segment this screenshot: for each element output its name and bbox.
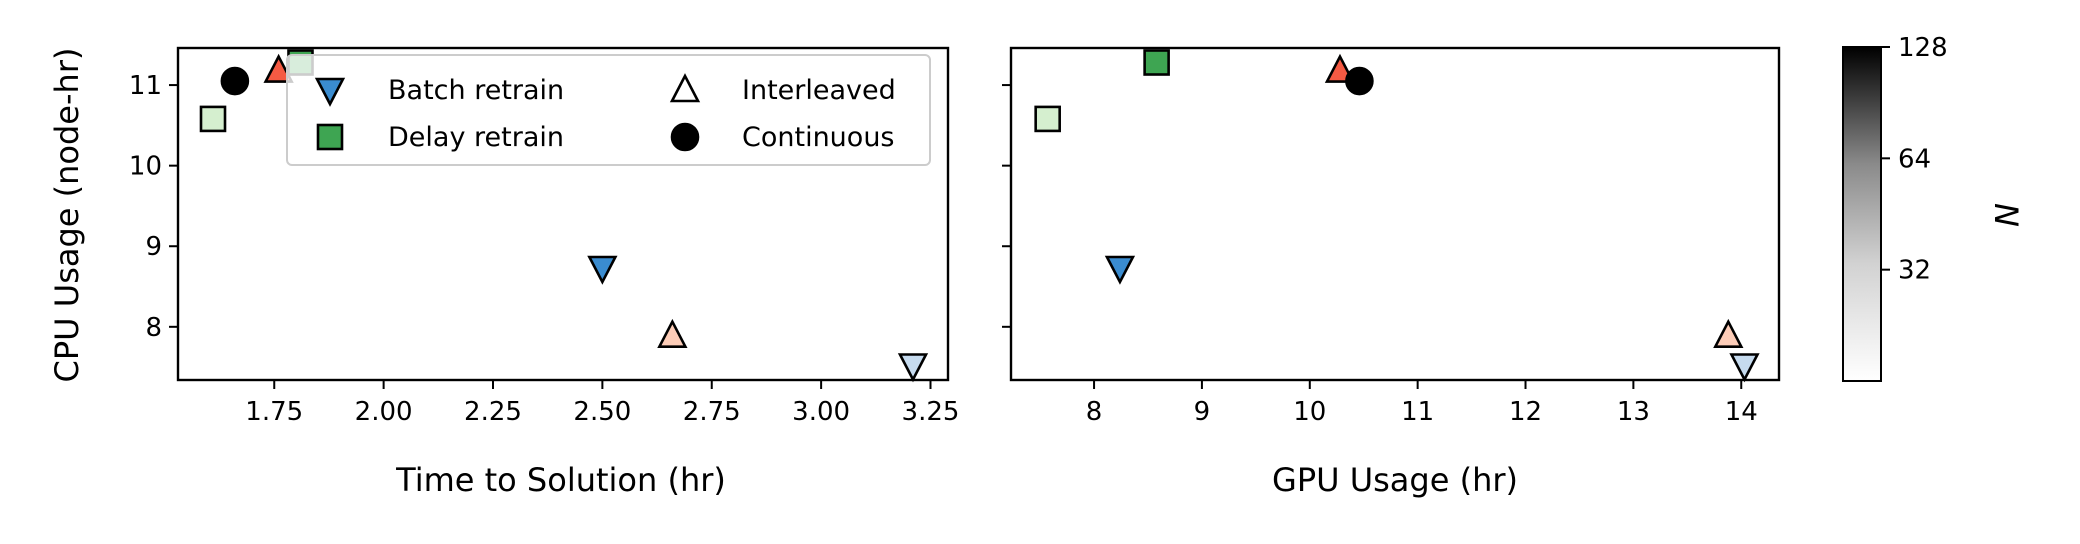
point-interleaved xyxy=(1713,318,1744,348)
point-delay-retrain xyxy=(1034,105,1061,133)
x-tick-label: 14 xyxy=(1725,397,1758,427)
legend-label-batch-retrain: Batch retrain xyxy=(388,75,564,106)
x-tick-label: 10 xyxy=(1293,397,1326,427)
x-tick-label: 9 xyxy=(1194,397,1211,427)
x-tick-label: 12 xyxy=(1509,397,1542,427)
legend-marker-continuous xyxy=(670,122,700,152)
legend-marker-interleaved xyxy=(669,73,701,103)
point-continuous xyxy=(1345,66,1374,96)
legend-label-delay-retrain: Delay retrain xyxy=(388,122,564,153)
time-to-solution-panel: Time to Solution (hr) CPU Usage (node-hr… xyxy=(48,46,960,499)
point-interleaved xyxy=(263,53,294,83)
data-points xyxy=(1034,49,1760,383)
y-tick-label: 9 xyxy=(145,232,162,262)
x-tick-label: 8 xyxy=(1086,397,1103,427)
x-tick-label: 13 xyxy=(1617,397,1650,427)
axes-ticks: 1.75 2.00 2.25 2.50 2.75 3.00 3.25 8 9 10 11 xyxy=(129,71,960,427)
data-points xyxy=(199,49,929,383)
plot-frame xyxy=(1009,46,1781,382)
legend-label-continuous: Continuous xyxy=(742,122,895,153)
gpu-usage-panel: GPU Usage (hr) 8 9 10 11 12 13 14 xyxy=(1002,46,1781,499)
legend-box xyxy=(286,54,931,166)
legend-marker-batch-retrain xyxy=(314,77,346,107)
x-tick-label: 2.00 xyxy=(355,397,413,427)
x-tick-label: 11 xyxy=(1401,397,1434,427)
point-delay-retrain xyxy=(199,105,227,133)
x-axis-label: Time to Solution (hr) xyxy=(395,461,726,499)
legend: Batch retrain Interleaved Delay retrain … xyxy=(286,54,931,166)
axes-ticks: 8 9 10 11 12 13 14 xyxy=(1002,84,1758,427)
colorbar: 32 64 128 N xyxy=(1842,33,2025,382)
colorbar-label: N xyxy=(1987,203,2025,227)
legend-marker-delay-retrain xyxy=(316,123,344,151)
point-batch-retrain xyxy=(1729,353,1760,383)
point-interleaved xyxy=(657,318,688,348)
legend-marker-continuous xyxy=(670,122,700,152)
y-tick-label: 11 xyxy=(129,71,162,101)
x-tick-label: 2.25 xyxy=(464,397,522,427)
point-batch-retrain xyxy=(897,353,929,383)
colorbar-tick-label: 64 xyxy=(1898,144,1931,174)
colorbar-ticks: 32 64 128 xyxy=(1881,33,1948,286)
legend-label-interleaved: Interleaved xyxy=(742,75,896,106)
legend-marker-interleaved xyxy=(669,73,701,103)
x-tick-label: 2.75 xyxy=(683,397,741,427)
point-batch-retrain xyxy=(1104,255,1136,285)
point-continuous xyxy=(220,66,250,96)
x-tick-label: 1.75 xyxy=(245,397,303,427)
y-tick-label: 10 xyxy=(129,152,162,182)
point-batch-retrain xyxy=(587,255,618,285)
y-tick-label: 8 xyxy=(145,313,162,343)
colorbar-gradient xyxy=(1842,46,1882,382)
colorbar-tick-label: 128 xyxy=(1898,33,1948,63)
plot-frame xyxy=(176,46,950,382)
x-tick-label: 2.50 xyxy=(573,397,631,427)
x-tick-label: 3.00 xyxy=(792,397,850,427)
x-tick-label: 3.25 xyxy=(902,397,960,427)
y-axis-label: CPU Usage (node-hr) xyxy=(48,48,86,383)
colorbar-tick-label: 32 xyxy=(1898,256,1931,286)
x-axis-label: GPU Usage (hr) xyxy=(1272,461,1518,499)
legend-marker-batch-retrain xyxy=(314,77,346,107)
point-delay-retrain xyxy=(1143,49,1170,76)
legend-marker-delay-retrain xyxy=(316,123,344,151)
